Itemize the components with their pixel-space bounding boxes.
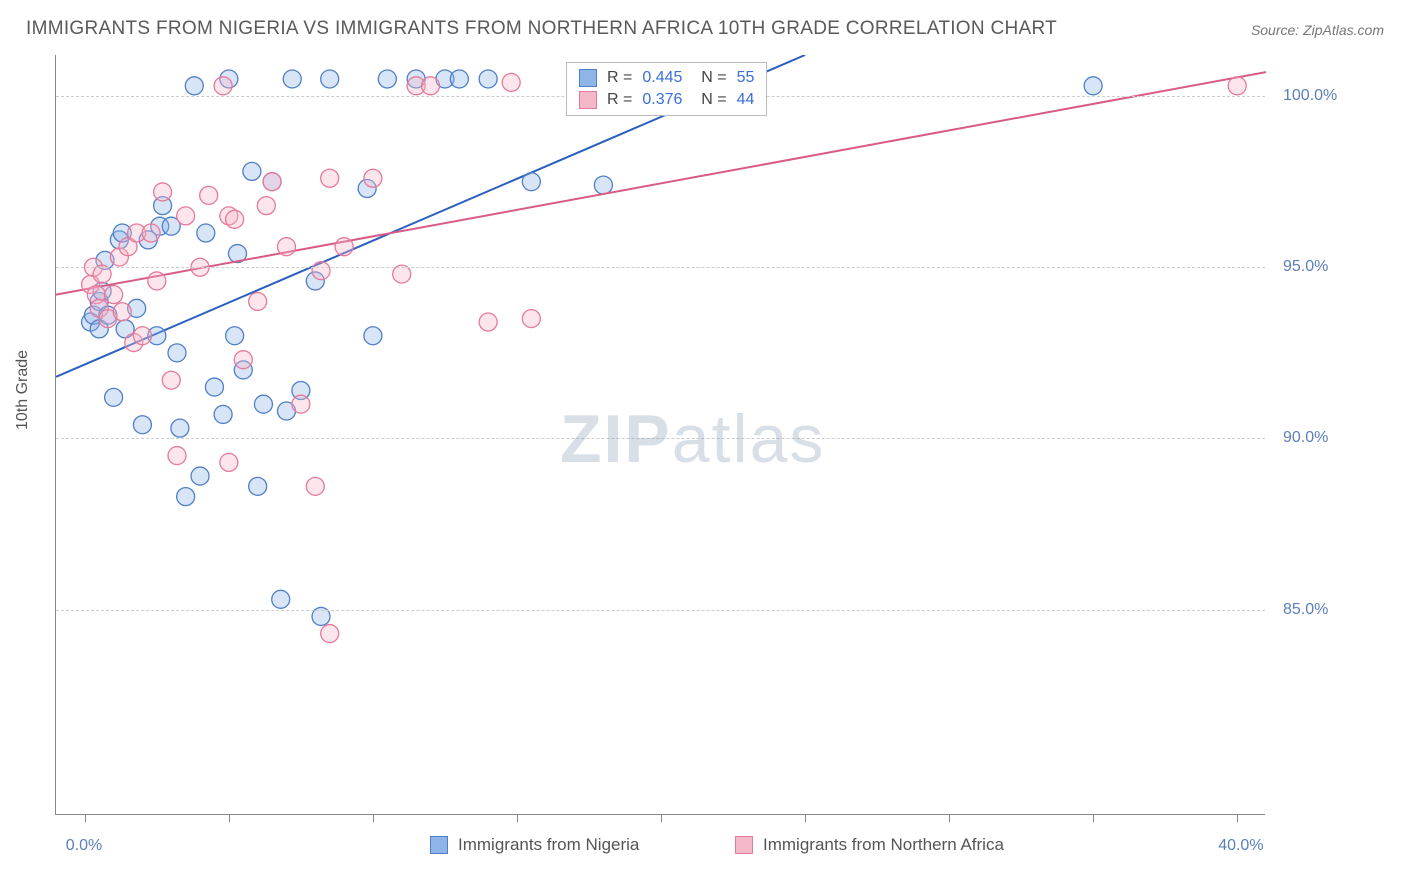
plot-area xyxy=(55,55,1265,815)
data-point xyxy=(364,327,382,345)
data-point xyxy=(154,183,172,201)
data-point xyxy=(502,73,520,91)
data-point xyxy=(321,625,339,643)
x-tick xyxy=(1093,814,1094,822)
data-point xyxy=(522,310,540,328)
y-axis-label: 10th Grade xyxy=(14,350,32,430)
data-point xyxy=(226,327,244,345)
x-tick xyxy=(85,814,86,822)
series-swatch xyxy=(579,91,597,109)
legend-item: Immigrants from Northern Africa xyxy=(735,835,1004,855)
grid-line xyxy=(56,610,1265,611)
data-point xyxy=(312,262,330,280)
stat-r-value: 0.376 xyxy=(642,91,682,109)
legend-item: Immigrants from Nigeria xyxy=(430,835,639,855)
x-tick xyxy=(661,814,662,822)
data-point xyxy=(168,344,186,362)
data-point xyxy=(479,313,497,331)
stat-n-label: N = xyxy=(692,69,726,87)
data-point xyxy=(321,169,339,187)
y-tick-label: 100.0% xyxy=(1283,87,1337,105)
data-point xyxy=(249,477,267,495)
legend-label: Immigrants from Nigeria xyxy=(458,835,639,855)
stats-row: R = 0.376 N = 44 xyxy=(567,89,766,111)
grid-line xyxy=(56,267,1265,268)
legend-swatch xyxy=(735,836,753,854)
x-tick xyxy=(805,814,806,822)
data-point xyxy=(1084,77,1102,95)
data-point xyxy=(168,447,186,465)
data-point xyxy=(283,70,301,88)
data-point xyxy=(226,210,244,228)
series-swatch xyxy=(579,69,597,87)
x-tick xyxy=(229,814,230,822)
data-point xyxy=(594,176,612,194)
legend-swatch xyxy=(430,836,448,854)
data-point xyxy=(162,371,180,389)
stat-n-label: N = xyxy=(692,91,726,109)
data-point xyxy=(185,77,203,95)
x-tick xyxy=(373,814,374,822)
data-point xyxy=(197,224,215,242)
stat-r-label: R = xyxy=(607,91,632,109)
data-point xyxy=(148,272,166,290)
grid-line xyxy=(56,438,1265,439)
data-point xyxy=(177,207,195,225)
data-point xyxy=(200,186,218,204)
data-point xyxy=(105,388,123,406)
x-tick xyxy=(949,814,950,822)
data-point xyxy=(254,395,272,413)
data-point xyxy=(306,477,324,495)
data-point xyxy=(321,70,339,88)
data-point xyxy=(220,453,238,471)
stats-row: R = 0.445 N = 55 xyxy=(567,67,766,89)
data-point xyxy=(422,77,440,95)
y-tick-label: 95.0% xyxy=(1283,258,1328,276)
data-point xyxy=(205,378,223,396)
data-point xyxy=(479,70,497,88)
data-point xyxy=(450,70,468,88)
data-point xyxy=(105,286,123,304)
data-point xyxy=(214,405,232,423)
data-point xyxy=(249,292,267,310)
y-tick-label: 90.0% xyxy=(1283,429,1328,447)
data-point xyxy=(522,173,540,191)
data-point xyxy=(272,590,290,608)
data-point xyxy=(191,467,209,485)
stat-n-value: 55 xyxy=(737,69,755,87)
data-point xyxy=(364,169,382,187)
x-tick xyxy=(1237,814,1238,822)
stat-r-label: R = xyxy=(607,69,632,87)
legend-label: Immigrants from Northern Africa xyxy=(763,835,1004,855)
data-point xyxy=(177,488,195,506)
data-point xyxy=(133,416,151,434)
data-point xyxy=(1228,77,1246,95)
stats-box: R = 0.445 N = 55R = 0.376 N = 44 xyxy=(566,62,767,116)
x-tick-label: 40.0% xyxy=(1218,837,1263,855)
data-point xyxy=(133,327,151,345)
data-point xyxy=(257,197,275,215)
chart-title: IMMIGRANTS FROM NIGERIA VS IMMIGRANTS FR… xyxy=(26,18,1057,40)
stat-r-value: 0.445 xyxy=(642,69,682,87)
data-point xyxy=(277,238,295,256)
data-point xyxy=(142,224,160,242)
data-point xyxy=(292,395,310,413)
data-point xyxy=(113,303,131,321)
y-tick-label: 85.0% xyxy=(1283,601,1328,619)
data-point xyxy=(378,70,396,88)
x-tick xyxy=(517,814,518,822)
stat-n-value: 44 xyxy=(737,91,755,109)
data-point xyxy=(171,419,189,437)
source-attribution: Source: ZipAtlas.com xyxy=(1251,22,1384,38)
data-point xyxy=(335,238,353,256)
x-tick-label: 0.0% xyxy=(66,837,102,855)
data-point xyxy=(263,173,281,191)
data-point xyxy=(243,162,261,180)
data-point xyxy=(234,351,252,369)
scatter-svg xyxy=(56,55,1266,815)
data-point xyxy=(214,77,232,95)
